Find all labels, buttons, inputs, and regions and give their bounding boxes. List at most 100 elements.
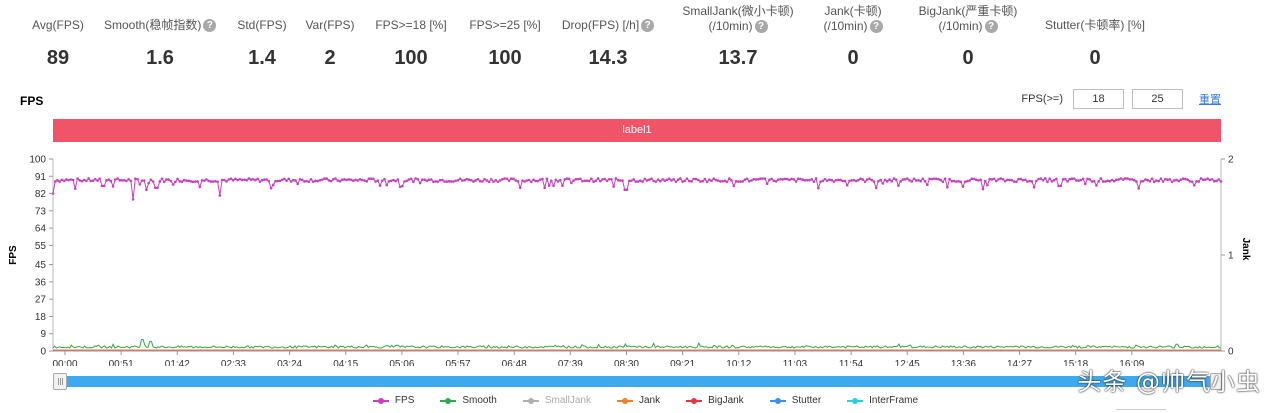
fps-data-point bbox=[676, 178, 680, 181]
fps-data-point bbox=[73, 187, 77, 190]
y2-tick-label: 2 bbox=[1228, 155, 1234, 166]
fps-data-point bbox=[140, 179, 144, 182]
legend-item[interactable]: SmallJank bbox=[522, 395, 591, 406]
range-slider-track[interactable] bbox=[55, 376, 1218, 387]
fps-data-point bbox=[85, 179, 88, 183]
legend-item[interactable]: BigJank bbox=[686, 395, 744, 406]
fps-data-point bbox=[1195, 180, 1198, 183]
fps-data-point bbox=[988, 177, 991, 181]
fps-data-point bbox=[240, 178, 244, 182]
fps-data-point bbox=[950, 179, 954, 183]
threshold-input-2[interactable] bbox=[1132, 89, 1183, 109]
fps-data-point bbox=[897, 184, 900, 187]
stat-label: SmallJank(微小卡顿) bbox=[682, 4, 794, 18]
legend-item[interactable]: Smooth bbox=[440, 395, 497, 406]
fps-data-point bbox=[783, 177, 787, 181]
fps-data-point bbox=[986, 183, 989, 187]
label-band[interactable]: label1 bbox=[53, 119, 1221, 142]
fps-data-point bbox=[336, 179, 340, 182]
range-slider-handle-right[interactable] bbox=[1210, 373, 1222, 390]
fps-data-point bbox=[694, 177, 698, 181]
fps-data-point bbox=[93, 177, 97, 181]
fps-data-point bbox=[843, 179, 847, 183]
fps-data-point bbox=[1070, 177, 1074, 181]
help-icon[interactable]: ? bbox=[754, 20, 768, 34]
fps-data-point bbox=[514, 179, 518, 182]
fps-data-point bbox=[1184, 177, 1187, 181]
fps-line-chart[interactable]: 0 9 18 27 36 45 55 64 73 82 91 100 0 1 2 FPS Jank 00:00 00… bbox=[0, 148, 1271, 367]
fps-data-point bbox=[205, 178, 208, 181]
fps-data-point bbox=[427, 178, 431, 182]
fps-data-point bbox=[209, 180, 213, 183]
fps-data-point bbox=[196, 180, 199, 183]
fps-data-point bbox=[269, 186, 273, 190]
fps-data-point bbox=[380, 179, 384, 182]
fps-data-point bbox=[1137, 187, 1140, 190]
x-tick-label: 05:57 bbox=[446, 359, 471, 366]
fps-data-point bbox=[754, 178, 758, 181]
fps-data-point bbox=[305, 179, 308, 183]
fps-data-point bbox=[365, 180, 368, 183]
help-icon[interactable]: ? bbox=[984, 20, 998, 34]
fps-data-point bbox=[743, 178, 747, 181]
fps-data-point bbox=[957, 180, 960, 183]
fps-data-point bbox=[636, 180, 640, 183]
fps-data-point bbox=[561, 184, 564, 188]
fps-data-point bbox=[258, 180, 262, 183]
fps-data-point bbox=[463, 178, 466, 182]
fps-data-point bbox=[510, 177, 513, 181]
fps-data-point bbox=[1043, 177, 1047, 180]
fps-data-point bbox=[959, 180, 963, 184]
stat-value: 14.3 bbox=[588, 47, 628, 69]
fps-data-point bbox=[149, 178, 153, 182]
fps-data-point bbox=[550, 179, 553, 183]
fps-data-point bbox=[832, 180, 836, 183]
legend-label: Jank bbox=[638, 395, 661, 406]
fps-data-point bbox=[1006, 178, 1009, 182]
fps-data-point bbox=[432, 180, 435, 184]
fps-data-point bbox=[576, 177, 580, 181]
legend-item[interactable]: Stutter bbox=[769, 395, 821, 406]
fps-data-point bbox=[414, 177, 417, 180]
legend-item[interactable]: FPS bbox=[372, 395, 414, 406]
fps-data-point bbox=[892, 177, 896, 180]
legend-item[interactable]: Jank bbox=[616, 395, 661, 406]
fps-data-point bbox=[476, 177, 480, 181]
fps-data-point bbox=[647, 178, 651, 181]
fps-data-point bbox=[96, 179, 99, 182]
fps-data-point bbox=[939, 178, 942, 182]
fps-data-point bbox=[696, 178, 700, 182]
stat-label: Var(FPS) bbox=[305, 18, 355, 32]
legend-label: Smooth bbox=[462, 395, 497, 406]
stat-value: 0 bbox=[847, 47, 859, 69]
fps-data-point bbox=[332, 178, 335, 181]
fps-data-point bbox=[211, 180, 215, 183]
fps-data-point bbox=[378, 184, 382, 187]
reset-link[interactable]: 重置 bbox=[1199, 94, 1221, 106]
fps-data-point bbox=[966, 179, 969, 183]
fps-data-point bbox=[796, 177, 800, 180]
fps-data-point bbox=[1208, 178, 1212, 182]
fps-data-point bbox=[1132, 178, 1136, 182]
fps-data-point bbox=[385, 183, 389, 187]
fps-data-point bbox=[781, 178, 785, 181]
range-slider-handle-left[interactable] bbox=[53, 373, 67, 390]
fps-data-point bbox=[914, 179, 918, 182]
stat-value: 13.7 bbox=[718, 47, 758, 69]
fps-data-point bbox=[67, 178, 70, 182]
fps-data-point bbox=[489, 178, 493, 181]
fps-data-point bbox=[327, 179, 331, 182]
help-icon[interactable]: ? bbox=[869, 20, 883, 34]
fps-data-point bbox=[202, 179, 206, 182]
help-icon[interactable]: ? bbox=[641, 19, 655, 33]
stat-stutter: Stutter(卡顿率) [%] 0 bbox=[1040, 18, 1150, 69]
stat-label: Stutter(卡顿率) [%] bbox=[1044, 18, 1145, 32]
fps-data-point bbox=[877, 179, 880, 183]
fps-data-point bbox=[436, 180, 440, 183]
fps-data-point bbox=[801, 178, 805, 181]
threshold-input-1[interactable] bbox=[1073, 89, 1124, 109]
stat-fps-ge-25: FPS>=25 [%] 100 bbox=[464, 18, 546, 69]
fps-data-point bbox=[752, 177, 756, 181]
legend-item[interactable]: InterFrame bbox=[847, 395, 918, 406]
help-icon[interactable]: ? bbox=[203, 19, 217, 33]
